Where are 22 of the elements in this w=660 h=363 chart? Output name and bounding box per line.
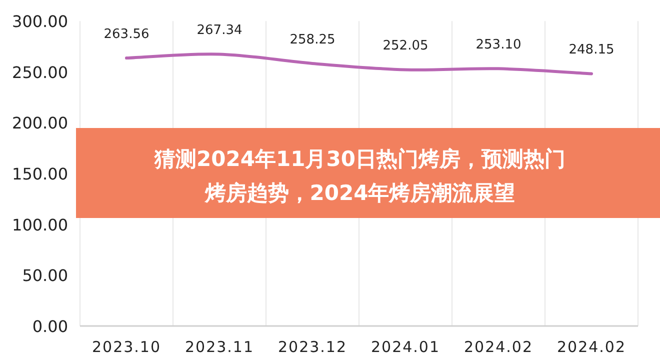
x-tick-label: 2024.02 — [464, 338, 534, 356]
text: 猜测2024年11月30日热门烤房，预测热门烤房趋势，2024年烤房潮流展望 — [154, 147, 566, 205]
data-label: 263.56 — [104, 27, 150, 42]
data-label: 258.25 — [290, 32, 336, 48]
y-tick-label: 100.00 — [12, 215, 68, 234]
data-label: 253.10 — [476, 38, 522, 53]
x-tick-label: 2024.01 — [370, 338, 440, 356]
line-series — [125, 52, 593, 76]
y-tick-label: 200.00 — [12, 114, 68, 133]
data-label: 267.34 — [196, 23, 242, 38]
y-tick-label: 0.00 — [32, 317, 68, 336]
y-tick-label: 50.00 — [22, 266, 68, 286]
y-tick-label: 300.00 — [12, 12, 68, 31]
x-tick-label: 2023.11 — [184, 338, 254, 356]
data-label: 252.05 — [382, 38, 428, 54]
title-banner: 猜测2024年11月30日热门烤房，预测热门烤房趋势，2024年烤房潮流展望 — [76, 128, 660, 218]
x-tick-label: 2023.12 — [278, 338, 348, 356]
x-tick-label: 2024.02 — [556, 338, 626, 356]
x-tick-label: 2023.10 — [92, 338, 162, 356]
data-label: 248.15 — [568, 42, 614, 58]
y-tick-label: 150.00 — [12, 164, 68, 184]
y-tick-label: 250.00 — [12, 62, 68, 82]
